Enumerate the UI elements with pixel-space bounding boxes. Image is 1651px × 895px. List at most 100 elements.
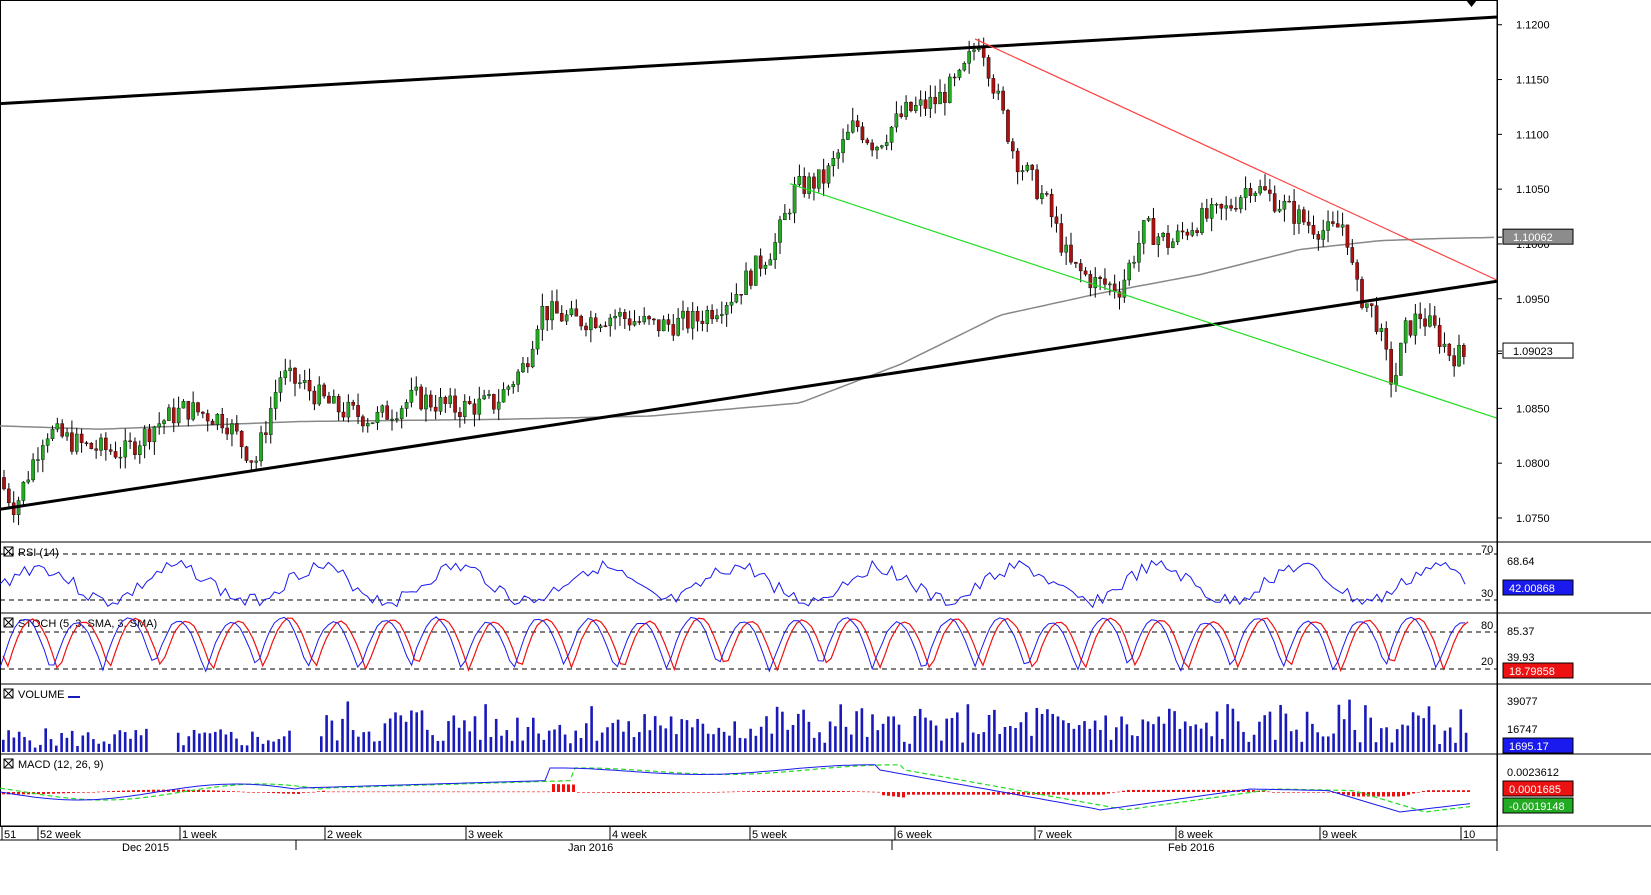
macd-hist-bar — [92, 791, 95, 793]
macd-hist-bar — [57, 792, 60, 794]
volume-bar — [92, 739, 95, 752]
volume-bar — [1236, 721, 1240, 752]
volume-bar — [399, 715, 403, 752]
volume-bar — [463, 720, 466, 752]
volume-bar — [214, 731, 217, 752]
volume-bar — [362, 732, 365, 752]
macd-hist-bar — [1117, 791, 1120, 793]
volume-bar — [415, 712, 418, 752]
candle-body — [264, 432, 268, 435]
candle-body — [351, 401, 356, 406]
candle-body — [1093, 277, 1098, 289]
candle-body — [2, 477, 6, 490]
volume-bar — [208, 733, 212, 752]
candle-body — [26, 479, 31, 483]
candle-body — [1011, 141, 1015, 152]
macd-hist-bar — [577, 792, 580, 793]
candle-body — [462, 400, 467, 417]
volume-bar — [1083, 721, 1086, 752]
volume-bar — [224, 734, 228, 752]
candle-body — [1452, 355, 1456, 367]
volume-bar — [611, 722, 615, 752]
candle-body — [1190, 230, 1195, 236]
macd-hist-bar — [467, 791, 470, 793]
volume-bar — [1417, 715, 1420, 752]
candle-body — [99, 437, 103, 451]
candle-body — [361, 416, 365, 427]
volume-bar — [924, 717, 927, 752]
candle-body — [1345, 224, 1350, 248]
volume-bar — [510, 740, 514, 752]
candle-body — [778, 219, 782, 243]
candle-body — [1365, 303, 1369, 308]
macd-hist-bar — [1327, 792, 1330, 793]
candle-body — [1413, 313, 1418, 336]
candle-body — [637, 321, 642, 323]
volume-bar — [426, 729, 429, 752]
volume-bar — [7, 730, 10, 752]
macd-hist-bar — [407, 791, 410, 793]
candle-body — [356, 405, 360, 417]
volume-bar — [1157, 716, 1160, 752]
candle-body — [283, 370, 288, 378]
trend-line — [0, 15, 1498, 106]
macd-hist-bar — [1297, 792, 1300, 793]
macd-hist-bar — [512, 791, 515, 793]
candle-body — [889, 126, 894, 143]
candle-body — [7, 488, 11, 504]
candle-body — [191, 402, 195, 420]
macd-hist-bar — [1227, 789, 1230, 792]
indicator-scale-label: 16747 — [1507, 724, 1538, 736]
volume-bar — [1247, 741, 1251, 752]
macd-hist-bar — [402, 791, 405, 793]
trend-line — [0, 279, 1498, 511]
volume-bar — [1305, 711, 1309, 752]
candle-body — [686, 310, 690, 329]
macd-hist-bar — [682, 792, 685, 793]
volume-bar — [521, 740, 524, 752]
volume-bar — [267, 740, 270, 752]
macd-hist-bar — [782, 790, 785, 792]
rsi-level-label: 30 — [1481, 588, 1493, 600]
macd-hist-bar — [767, 790, 770, 792]
candle-body — [962, 63, 967, 71]
macd-hist-bar — [1107, 792, 1110, 794]
macd-hist-bar — [1132, 789, 1135, 792]
volume-bar — [1448, 727, 1452, 752]
indicator-badge-label: 0.0001685 — [1509, 784, 1561, 796]
volume-bar — [346, 701, 350, 752]
volume-bar — [28, 740, 32, 752]
candle-body — [1287, 200, 1292, 203]
macd-hist-bar — [1037, 792, 1040, 795]
macd-hist-bar — [1337, 792, 1340, 794]
rsi-line — [0, 559, 1466, 609]
price-tick-label: 1.0750 — [1516, 513, 1550, 525]
trend-line — [974, 38, 1498, 281]
volume-bar — [537, 733, 540, 752]
candle-body — [656, 319, 661, 332]
macd-hist-bar — [1152, 789, 1155, 792]
candle-body — [933, 96, 937, 105]
volume-bar — [182, 745, 185, 752]
volume-bar — [261, 743, 265, 752]
candle-body — [899, 113, 904, 117]
macd-hist-bar — [507, 791, 510, 793]
candle-body — [1185, 231, 1190, 236]
candle-body — [11, 502, 16, 515]
candle-body — [443, 397, 448, 404]
candle-body — [802, 176, 807, 194]
candle-body — [244, 446, 249, 461]
candle-body — [734, 294, 739, 303]
volume-bar — [44, 728, 47, 752]
candle-body — [375, 412, 380, 423]
macd-hist-bar — [937, 792, 940, 795]
candle-body — [477, 398, 482, 415]
volume-bar — [585, 723, 588, 752]
volume-bar — [176, 732, 180, 752]
month-label: Jan 2016 — [568, 842, 613, 854]
macd-hist-bar — [642, 792, 645, 794]
candle-body — [666, 319, 671, 325]
macd-hist-bar — [127, 790, 130, 792]
volume-bar — [123, 732, 127, 752]
volume-bar — [558, 724, 562, 752]
